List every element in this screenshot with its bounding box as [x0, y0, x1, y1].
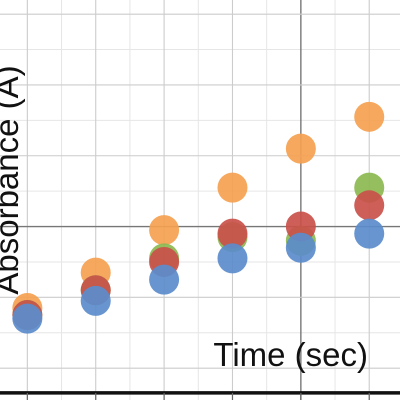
- data-point-series-4: [217, 243, 248, 274]
- y-axis-label: Absorbance (A): [0, 65, 25, 294]
- data-point-series-1: [354, 101, 385, 132]
- data-point-series-1: [217, 172, 248, 203]
- data-point-series-4: [80, 285, 111, 316]
- axes: [0, 391, 400, 400]
- data-point-series-1: [149, 215, 180, 246]
- data-points: [12, 101, 385, 334]
- data-point-series-3: [285, 211, 316, 242]
- x-axis-label: Time (sec): [213, 336, 368, 373]
- data-point-series-3: [217, 218, 248, 249]
- data-point-series-4: [12, 303, 43, 334]
- data-point-series-3: [354, 190, 385, 221]
- data-point-series-4: [354, 218, 385, 249]
- data-point-series-1: [285, 133, 316, 164]
- data-point-series-4: [285, 232, 316, 263]
- data-point-series-4: [149, 264, 180, 295]
